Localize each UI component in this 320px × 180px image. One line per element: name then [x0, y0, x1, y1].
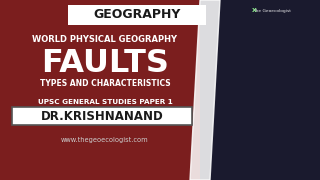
Text: X: X [252, 8, 256, 14]
Text: FAULTS: FAULTS [41, 48, 169, 80]
Text: www.thegeoecologist.com: www.thegeoecologist.com [61, 137, 149, 143]
Text: UPSC GENERAL STUDIES PAPER 1: UPSC GENERAL STUDIES PAPER 1 [38, 99, 172, 105]
Text: TYPES AND CHARACTERISTICS: TYPES AND CHARACTERISTICS [40, 80, 170, 89]
Text: The Geoecologist: The Geoecologist [253, 9, 291, 13]
Text: DR.KRISHNANAND: DR.KRISHNANAND [41, 109, 164, 123]
Text: GEOGRAPHY: GEOGRAPHY [93, 8, 181, 21]
Bar [200, 0, 320, 180]
Polygon shape [190, 0, 220, 180]
Bar [68, 5, 206, 25]
Bar [12, 107, 192, 125]
Text: WORLD PHYSICAL GEOGRAPHY: WORLD PHYSICAL GEOGRAPHY [33, 35, 178, 44]
